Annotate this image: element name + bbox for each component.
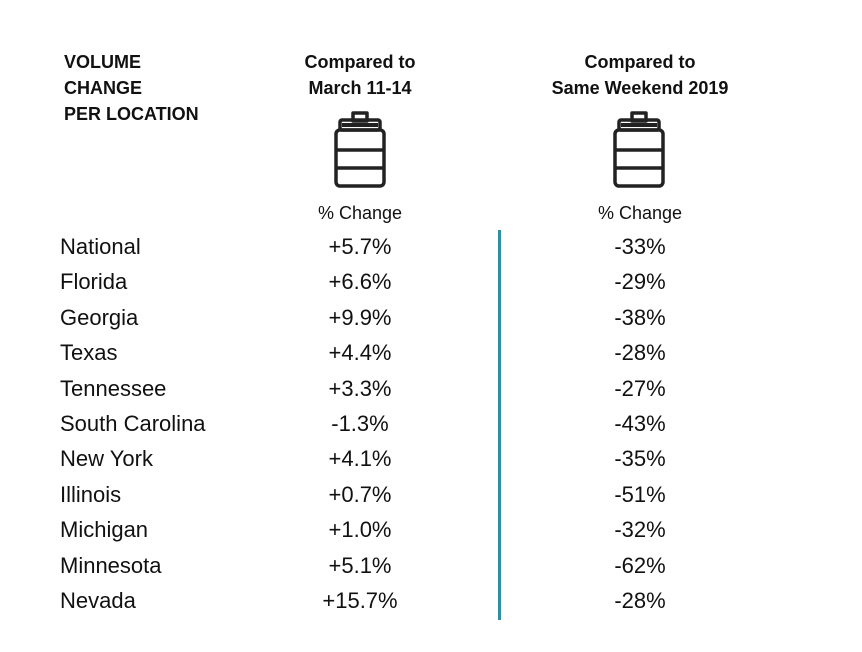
column-divider	[498, 230, 501, 620]
change-vs-2019: -43%	[614, 410, 666, 436]
location-name: Georgia	[60, 304, 139, 330]
table-row: Texas +4.4% -28%	[0, 335, 862, 370]
table-row: Florida +6.6% -29%	[0, 264, 862, 299]
change-vs-march: +9.9%	[328, 304, 392, 330]
change-vs-2019: -51%	[614, 481, 666, 507]
table-row: Georgia +9.9% -38%	[0, 300, 862, 335]
change-vs-march: +15.7%	[322, 587, 398, 613]
change-vs-2019: -33%	[614, 234, 666, 259]
table-row: Tennessee +3.3% -27%	[0, 371, 862, 406]
gas-pump-icon	[334, 111, 386, 188]
change-vs-march: -1.3%	[331, 410, 389, 436]
location-name: Illinois	[60, 481, 122, 507]
location-name: Tennessee	[60, 375, 167, 401]
location-name: Texas	[60, 340, 118, 366]
gas-pump-icon	[613, 111, 665, 188]
location-name: Nevada	[60, 587, 136, 613]
change-vs-march: +4.1%	[328, 446, 392, 472]
location-name: Minnesota	[60, 552, 162, 578]
column-subheader-march: % Change	[317, 203, 403, 223]
column-header-march: Compared to March 11-14	[304, 52, 416, 98]
change-vs-march: +5.1%	[328, 552, 392, 578]
location-name: Michigan	[60, 517, 149, 543]
change-vs-march: +5.7%	[328, 234, 392, 259]
location-name: Florida	[60, 269, 128, 295]
table-row: Minnesota +5.1% -62%	[0, 548, 862, 583]
change-vs-2019: -35%	[614, 446, 666, 472]
column-header-2019: Compared to Same Weekend 2019	[520, 49, 760, 101]
change-vs-march: +4.4%	[328, 340, 392, 366]
location-name: National	[60, 234, 141, 259]
table-row: South Carolina -1.3% -43%	[0, 406, 862, 441]
change-vs-2019: -28%	[614, 340, 666, 366]
change-vs-2019: -62%	[614, 552, 666, 578]
table-body: National +5.7% -33% Florida +6.6% -29% Georgia…	[0, 229, 862, 618]
table-row: Nevada +15.7% -28%	[0, 583, 862, 618]
column-header-2019-prefix: Compared to	[584, 52, 696, 72]
location-name: New York	[60, 446, 153, 472]
location-name: South Carolina	[60, 410, 206, 436]
row-header-label: VOLUME CHANGE PER LOCATION	[64, 52, 199, 124]
column-header-2019-title: Same Weekend 2019	[551, 78, 729, 98]
change-vs-march: +1.0%	[328, 517, 392, 543]
table-row: New York +4.1% -35%	[0, 441, 862, 476]
change-vs-2019: -29%	[614, 269, 666, 295]
change-vs-march: +6.6%	[328, 269, 392, 295]
change-vs-march: +3.3%	[328, 375, 392, 401]
table-row: National +5.7% -33%	[0, 229, 862, 264]
table-row: Illinois +0.7% -51%	[0, 477, 862, 512]
change-vs-2019: -38%	[614, 304, 666, 330]
change-vs-2019: -32%	[614, 517, 666, 543]
column-subheader-2019: % Change	[597, 203, 683, 223]
change-vs-march: +0.7%	[328, 481, 392, 507]
change-vs-2019: -28%	[614, 587, 666, 613]
table-row: Michigan +1.0% -32%	[0, 512, 862, 547]
change-vs-2019: -27%	[614, 375, 666, 401]
